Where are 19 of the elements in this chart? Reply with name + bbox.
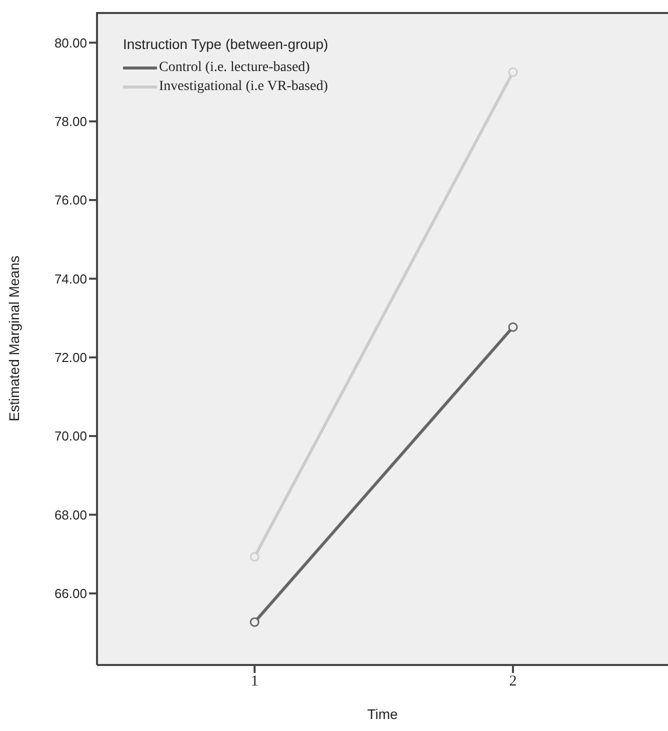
legend-title: Instruction Type (between-group) [123,36,328,52]
x-axis-title: Time [367,706,398,722]
y-tick-label: 68.00 [54,507,87,522]
point [508,322,518,332]
point [250,617,260,627]
x-tick-label: 2 [509,674,517,690]
x-tick-label: 1 [250,674,258,690]
y-tick-label: 80.00 [54,35,87,50]
y-tick-label: 66.00 [54,586,87,602]
legend-label: Investigational (i.e VR-based) [159,78,328,96]
y-axis-title: Estimated Marginal Means [6,256,22,422]
y-tick-label: 76.00 [54,192,87,208]
y-tick-label: 72.00 [54,350,87,365]
y-tick-label: 70.00 [54,428,87,444]
legend-label: Control (i.e. lecture-based) [159,59,310,77]
y-tick-label: 78.00 [54,114,87,129]
y-tick-label: 74.00 [54,271,87,286]
point [250,552,260,562]
point [508,67,518,77]
